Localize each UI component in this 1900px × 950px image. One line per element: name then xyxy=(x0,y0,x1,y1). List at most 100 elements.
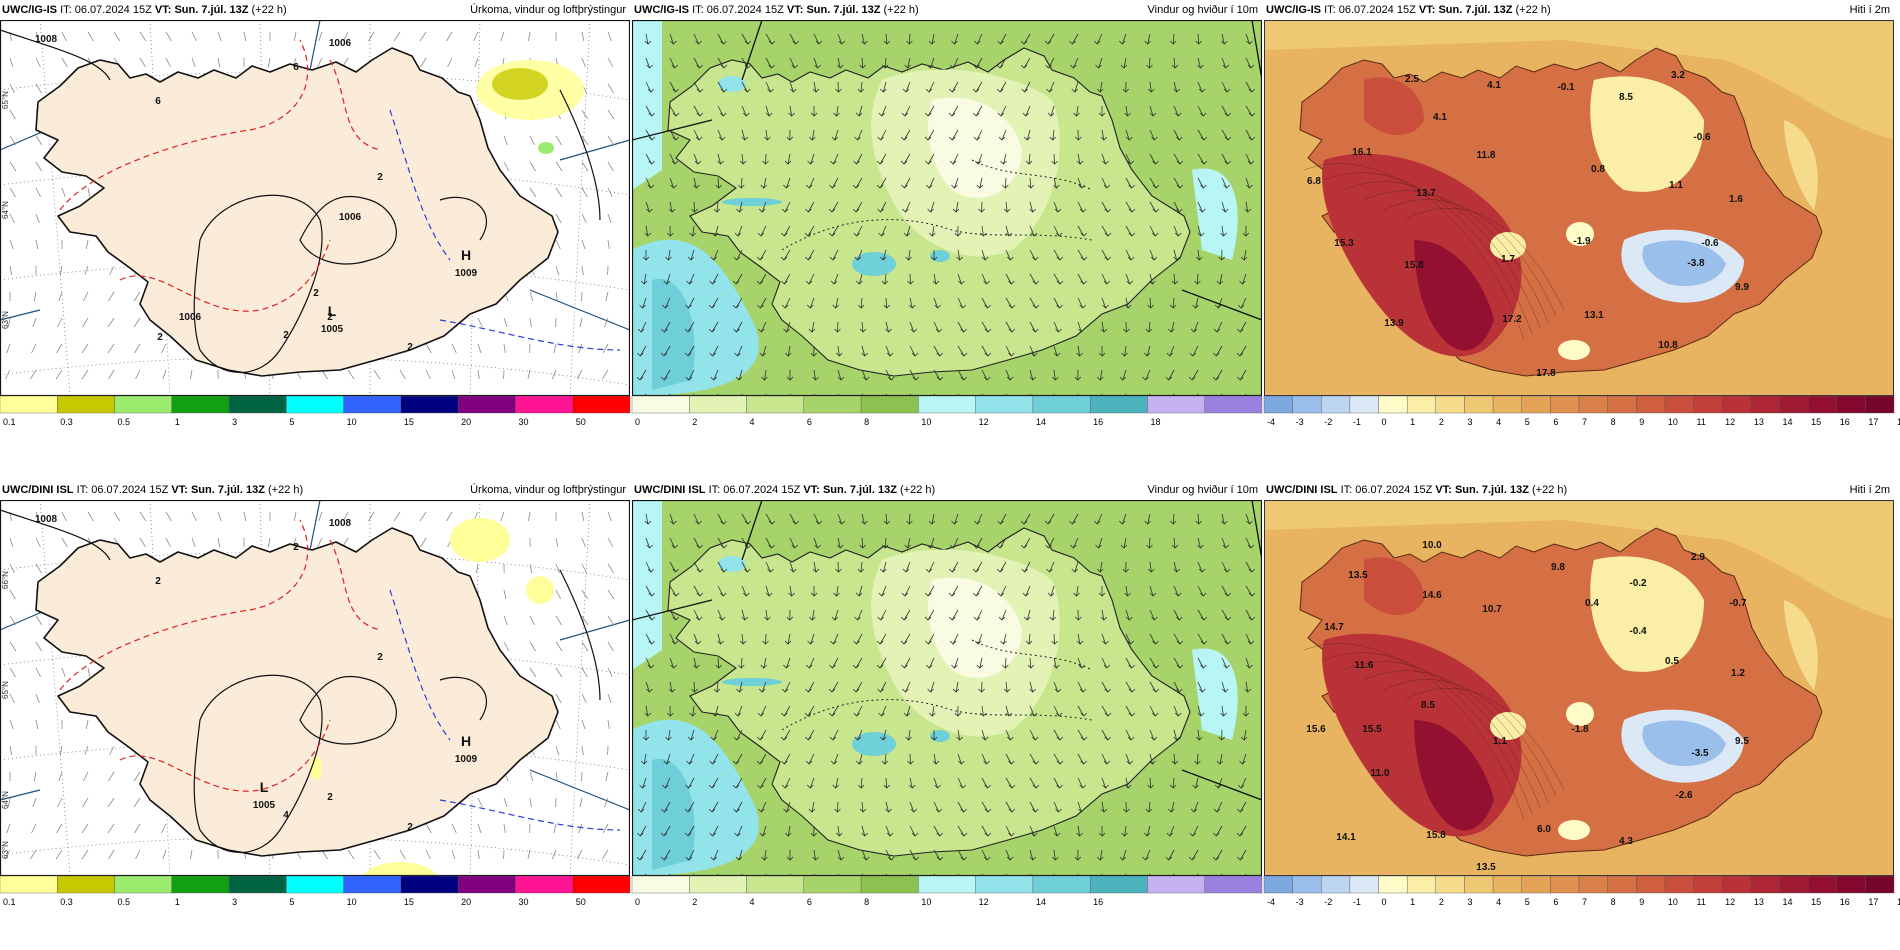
wind-arrow xyxy=(713,201,721,213)
wind-arrow xyxy=(741,105,750,117)
temp-colorbar-tick-label: 7 xyxy=(1582,417,1587,427)
wind-arrow xyxy=(808,129,816,141)
wind-barb xyxy=(581,693,587,704)
temp-zone-hot xyxy=(1414,240,1494,351)
wind-barb xyxy=(55,369,63,380)
wind-arrow xyxy=(973,537,983,549)
wind-arrow xyxy=(813,57,821,69)
wind-arrow xyxy=(1245,513,1253,525)
wind-arrow xyxy=(948,105,959,117)
wind-arrow xyxy=(788,585,795,597)
temp-zone-cool xyxy=(1590,556,1704,672)
wind-barb xyxy=(217,57,221,68)
wind-arrow xyxy=(693,57,703,69)
wind-barb xyxy=(451,343,457,354)
wind-barb xyxy=(474,57,479,68)
wind-barb xyxy=(555,135,562,146)
wind-arrow xyxy=(1044,513,1055,525)
wind-arrow xyxy=(710,369,719,381)
wind-arrow xyxy=(711,225,719,237)
wind-arrow xyxy=(1240,729,1248,741)
temperature-label: 8.5 xyxy=(1619,92,1633,103)
precip-contour-label: 2 xyxy=(327,792,333,803)
wind-barb xyxy=(393,31,401,42)
wind-arrow xyxy=(1025,153,1033,165)
temp-colorbar-swatch xyxy=(1464,395,1494,414)
temp-colorbar-tick-label: 3 xyxy=(1467,897,1472,907)
wind-arrow xyxy=(1220,33,1228,45)
wind-arrow xyxy=(956,729,964,741)
wind-barb xyxy=(347,369,355,380)
low-pressure-value: 1005 xyxy=(321,324,344,335)
wind-barb xyxy=(503,797,508,808)
wind-barb xyxy=(477,317,483,328)
temp-colorbar: -4-3-2-10123456789101112131415161718 xyxy=(1263,875,1900,910)
wind-arrow xyxy=(1221,177,1230,189)
wind-barb xyxy=(581,109,588,120)
temperature-label: 9.5 xyxy=(1735,736,1749,747)
wind-arrow xyxy=(717,585,727,597)
wind-barb xyxy=(35,615,43,626)
wind-arrow xyxy=(1074,369,1082,381)
wind-arrow xyxy=(957,345,968,357)
wind-arrow xyxy=(645,177,655,189)
temp-colorbar-tick-label: 14 xyxy=(1782,897,1792,907)
wind-arrow xyxy=(1101,249,1112,261)
wind-arrow xyxy=(734,705,743,717)
wind-arrow xyxy=(765,513,776,525)
wind-arrow xyxy=(1029,777,1040,789)
temperature-label: 16.1 xyxy=(1352,147,1372,158)
temp-colorbar-swatch xyxy=(1435,395,1465,414)
wind-barb xyxy=(35,213,40,224)
wind-arrow xyxy=(686,273,695,285)
wind-arrow xyxy=(1173,81,1181,93)
wind-arrow xyxy=(736,201,743,213)
wind-arrow xyxy=(737,177,745,189)
wind-arrow xyxy=(1149,681,1160,693)
precip-colorbar-swatch xyxy=(228,875,287,894)
temperature-label: -3.8 xyxy=(1687,258,1705,269)
wind-arrow xyxy=(1148,561,1155,573)
wind-arrow xyxy=(1101,729,1112,741)
wind-arrow xyxy=(1125,729,1135,741)
wind-arrow xyxy=(881,537,889,549)
wind-arrow xyxy=(710,729,719,741)
wind-arrow xyxy=(1197,705,1205,717)
wind-arrow xyxy=(1169,513,1177,525)
wind-arrow xyxy=(1197,153,1208,165)
isobar-label: 1006 xyxy=(329,38,352,49)
wind-arrow xyxy=(1053,657,1060,669)
wind-arrow xyxy=(981,345,992,357)
wind-barb xyxy=(607,213,612,224)
wind-arrow xyxy=(645,561,655,573)
wind-barb xyxy=(552,849,557,860)
wind-arrow xyxy=(1003,681,1011,693)
wind-arrow xyxy=(693,177,700,189)
wind-barb xyxy=(425,343,432,354)
wind-arrow xyxy=(949,153,959,165)
it-label: IT: xyxy=(1324,4,1336,16)
wind-arrow xyxy=(637,801,647,813)
wind-arrow xyxy=(831,609,839,621)
precip-colorbar-tick-label: 0.1 xyxy=(3,897,16,907)
wind-arrow xyxy=(906,33,913,45)
temperature-label: 17.2 xyxy=(1502,314,1522,325)
wind-arrow xyxy=(1171,57,1179,69)
precip-colorbar-tick-label: 3 xyxy=(232,417,237,427)
wind-barb xyxy=(503,317,508,328)
wind-colorbar-swatch xyxy=(1204,395,1263,414)
wind-arrow xyxy=(685,369,695,381)
wind-barb xyxy=(318,511,323,522)
panel-precip-ig: UWC/IG-IS IT: 06.07.2024 15Z VT: Sun. 7.… xyxy=(0,0,631,450)
wind-arrow xyxy=(1119,513,1127,525)
wind-arrow xyxy=(693,633,702,645)
wind-barb xyxy=(81,849,89,860)
temperature-label: -1.9 xyxy=(1573,236,1591,247)
wind-arrow xyxy=(1125,657,1135,669)
wind-arrow xyxy=(1049,129,1057,141)
wind-arrow xyxy=(1005,297,1016,309)
precip-map: 1008100610061006662222220H1009L100565°N6… xyxy=(0,20,630,396)
wind-barb xyxy=(9,667,16,678)
precip-colorbar-swatch xyxy=(457,395,516,414)
wind-arrow xyxy=(1195,33,1203,45)
